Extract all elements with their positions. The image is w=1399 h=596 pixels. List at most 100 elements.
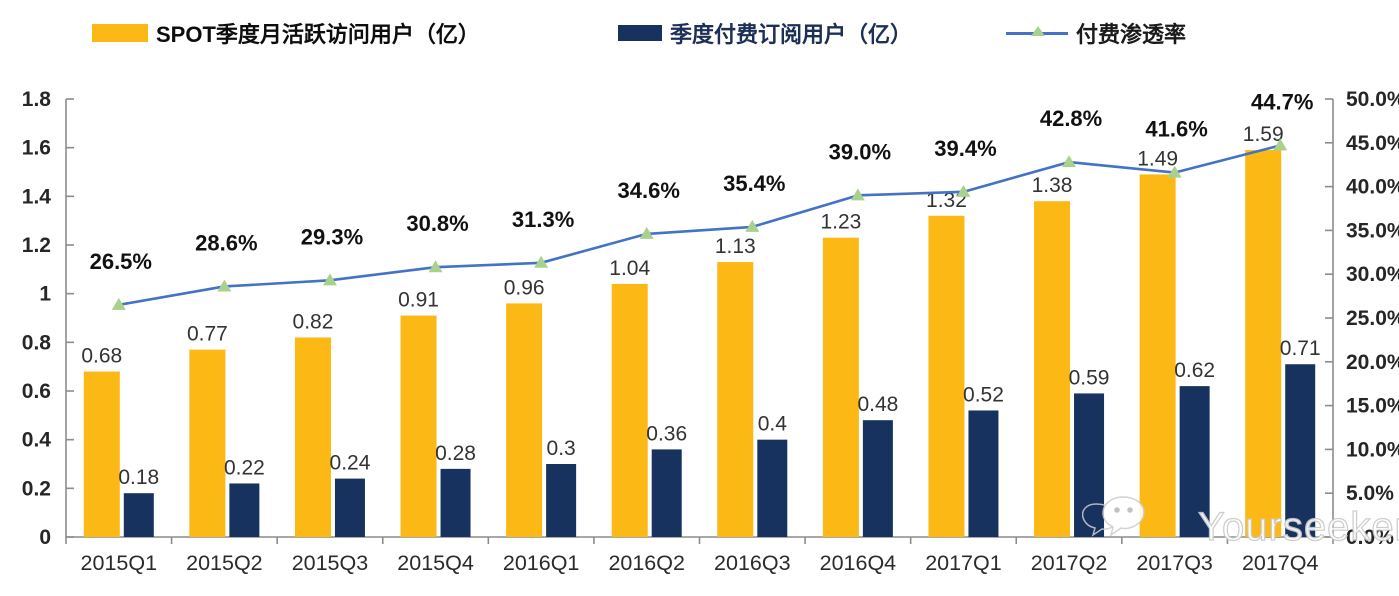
penetration-value-label: 41.6% xyxy=(1145,117,1207,142)
penetration-marker xyxy=(745,219,760,232)
x-axis-label: 2015Q2 xyxy=(186,551,263,575)
right-axis-tick-label: 30.0% xyxy=(1346,263,1399,286)
penetration-marker xyxy=(639,226,654,239)
penetration-legend-label: 付费渗透率 xyxy=(1076,22,1187,47)
penetration-value-label: 35.4% xyxy=(723,171,785,196)
penetration-value-label: 30.8% xyxy=(406,211,468,236)
left-axis-tick-label: 1.2 xyxy=(22,234,51,257)
penetration-marker xyxy=(322,273,337,286)
subs-value-label: 0.28 xyxy=(435,442,476,465)
penetration-value-label: 34.6% xyxy=(618,178,680,203)
subs-bar xyxy=(229,483,260,537)
mau-legend-label: SPOT季度月活跃访问用户（亿） xyxy=(156,22,480,47)
mau-value-label: 0.77 xyxy=(187,323,228,346)
chart-legend: SPOT季度月活跃访问用户（亿） 季度付费订阅用户（亿） 付费渗透率 xyxy=(0,18,1399,52)
subs-bar xyxy=(440,468,471,537)
subs-value-label: 0.36 xyxy=(646,422,687,445)
penetration-marker xyxy=(1273,138,1288,151)
x-axis-label: 2017Q3 xyxy=(1136,551,1213,575)
mau-value-label: 1.23 xyxy=(820,211,861,234)
left-axis-tick-label: 1.6 xyxy=(22,137,51,160)
left-axis-tick-label: 1.8 xyxy=(22,88,52,111)
subs-value-label: 0.3 xyxy=(547,437,576,460)
subs-value-label: 0.59 xyxy=(1069,366,1110,389)
mau-bar xyxy=(822,237,859,537)
penetration-marker xyxy=(217,279,232,292)
penetration-value-label: 26.5% xyxy=(90,249,152,274)
subs-value-label: 0.62 xyxy=(1174,359,1215,382)
mau-bar xyxy=(506,303,543,537)
penetration-value-label: 31.3% xyxy=(512,207,574,232)
subs-legend-swatch xyxy=(618,25,662,41)
mau-bar xyxy=(1245,150,1282,537)
x-axis-label: 2015Q4 xyxy=(397,551,474,575)
subs-bar xyxy=(1074,393,1105,537)
right-axis-tick-label: 15.0% xyxy=(1346,395,1399,418)
left-axis-tick-label: 0.8 xyxy=(22,331,52,354)
mau-value-label: 0.82 xyxy=(293,310,334,333)
triangle-marker-icon xyxy=(1031,25,1045,36)
mau-value-label: 1.38 xyxy=(1032,174,1073,197)
left-axis-tick-label: 0.2 xyxy=(22,477,51,500)
subs-bar xyxy=(862,420,893,537)
subs-value-label: 0.71 xyxy=(1280,337,1321,360)
penetration-marker xyxy=(1167,165,1182,178)
subs-value-label: 0.22 xyxy=(224,456,265,479)
subs-bar xyxy=(546,464,577,537)
penetration-value-label: 39.0% xyxy=(829,139,891,164)
penetration-marker xyxy=(850,188,865,201)
penetration-value-label: 44.7% xyxy=(1251,89,1313,114)
penetration-marker xyxy=(956,184,971,197)
legend-item-mau: SPOT季度月活跃访问用户（亿） xyxy=(92,18,480,48)
right-axis-tick-label: 0.0% xyxy=(1346,526,1394,549)
mau-bar xyxy=(294,337,331,537)
left-axis-tick-label: 1.4 xyxy=(22,185,52,208)
penetration-marker xyxy=(534,255,549,268)
mau-value-label: 0.68 xyxy=(81,345,122,368)
subs-value-label: 0.4 xyxy=(758,413,788,436)
mau-bar xyxy=(1139,174,1176,537)
x-axis-label: 2016Q1 xyxy=(503,551,580,575)
mau-value-label: 0.91 xyxy=(398,289,439,312)
left-axis-tick-label: 0 xyxy=(39,526,51,549)
x-axis-label: 2016Q3 xyxy=(714,551,791,575)
x-axis-label: 2017Q1 xyxy=(925,551,1002,575)
legend-item-penetration: 付费渗透率 xyxy=(1006,18,1186,48)
right-axis-tick-label: 45.0% xyxy=(1346,132,1399,155)
mau-bar xyxy=(189,349,226,537)
subs-bar xyxy=(651,449,682,537)
mau-legend-swatch xyxy=(92,24,148,42)
x-axis-label: 2017Q2 xyxy=(1031,551,1108,575)
right-axis-tick-label: 25.0% xyxy=(1346,307,1399,330)
right-axis-tick-label: 35.0% xyxy=(1346,219,1399,242)
mau-value-label: 1.13 xyxy=(715,235,756,258)
mau-value-label: 0.96 xyxy=(504,276,545,299)
penetration-value-label: 39.4% xyxy=(934,136,996,161)
right-axis-tick-label: 20.0% xyxy=(1346,351,1399,374)
subs-bar xyxy=(123,493,154,537)
subs-value-label: 0.48 xyxy=(857,393,898,416)
mau-bar xyxy=(611,283,648,537)
penetration-line xyxy=(118,144,1281,307)
penetration-marker xyxy=(428,260,443,273)
mau-value-label: 1.49 xyxy=(1137,147,1178,170)
mau-value-label: 1.04 xyxy=(609,257,650,280)
subs-bar xyxy=(757,439,788,537)
left-axis-tick-label: 1 xyxy=(39,283,51,306)
mau-value-label: 1.59 xyxy=(1243,123,1284,146)
penetration-value-label: 42.8% xyxy=(1040,106,1102,131)
mau-bar xyxy=(1034,201,1071,537)
left-axis-tick-label: 0.4 xyxy=(22,429,52,452)
x-axis-label: 2015Q3 xyxy=(292,551,369,575)
right-axis-tick-label: 40.0% xyxy=(1346,176,1399,199)
mau-value-label: 1.32 xyxy=(926,189,967,212)
subs-value-label: 0.52 xyxy=(963,383,1004,406)
x-axis-label: 2016Q4 xyxy=(820,551,897,575)
left-axis-tick-label: 0.6 xyxy=(22,380,51,403)
penetration-marker xyxy=(1062,155,1077,168)
mau-bar xyxy=(717,262,754,537)
subs-bar xyxy=(968,410,999,537)
subs-legend-label: 季度付费订阅用户（亿） xyxy=(670,22,913,47)
right-axis-tick-label: 10.0% xyxy=(1346,438,1399,461)
